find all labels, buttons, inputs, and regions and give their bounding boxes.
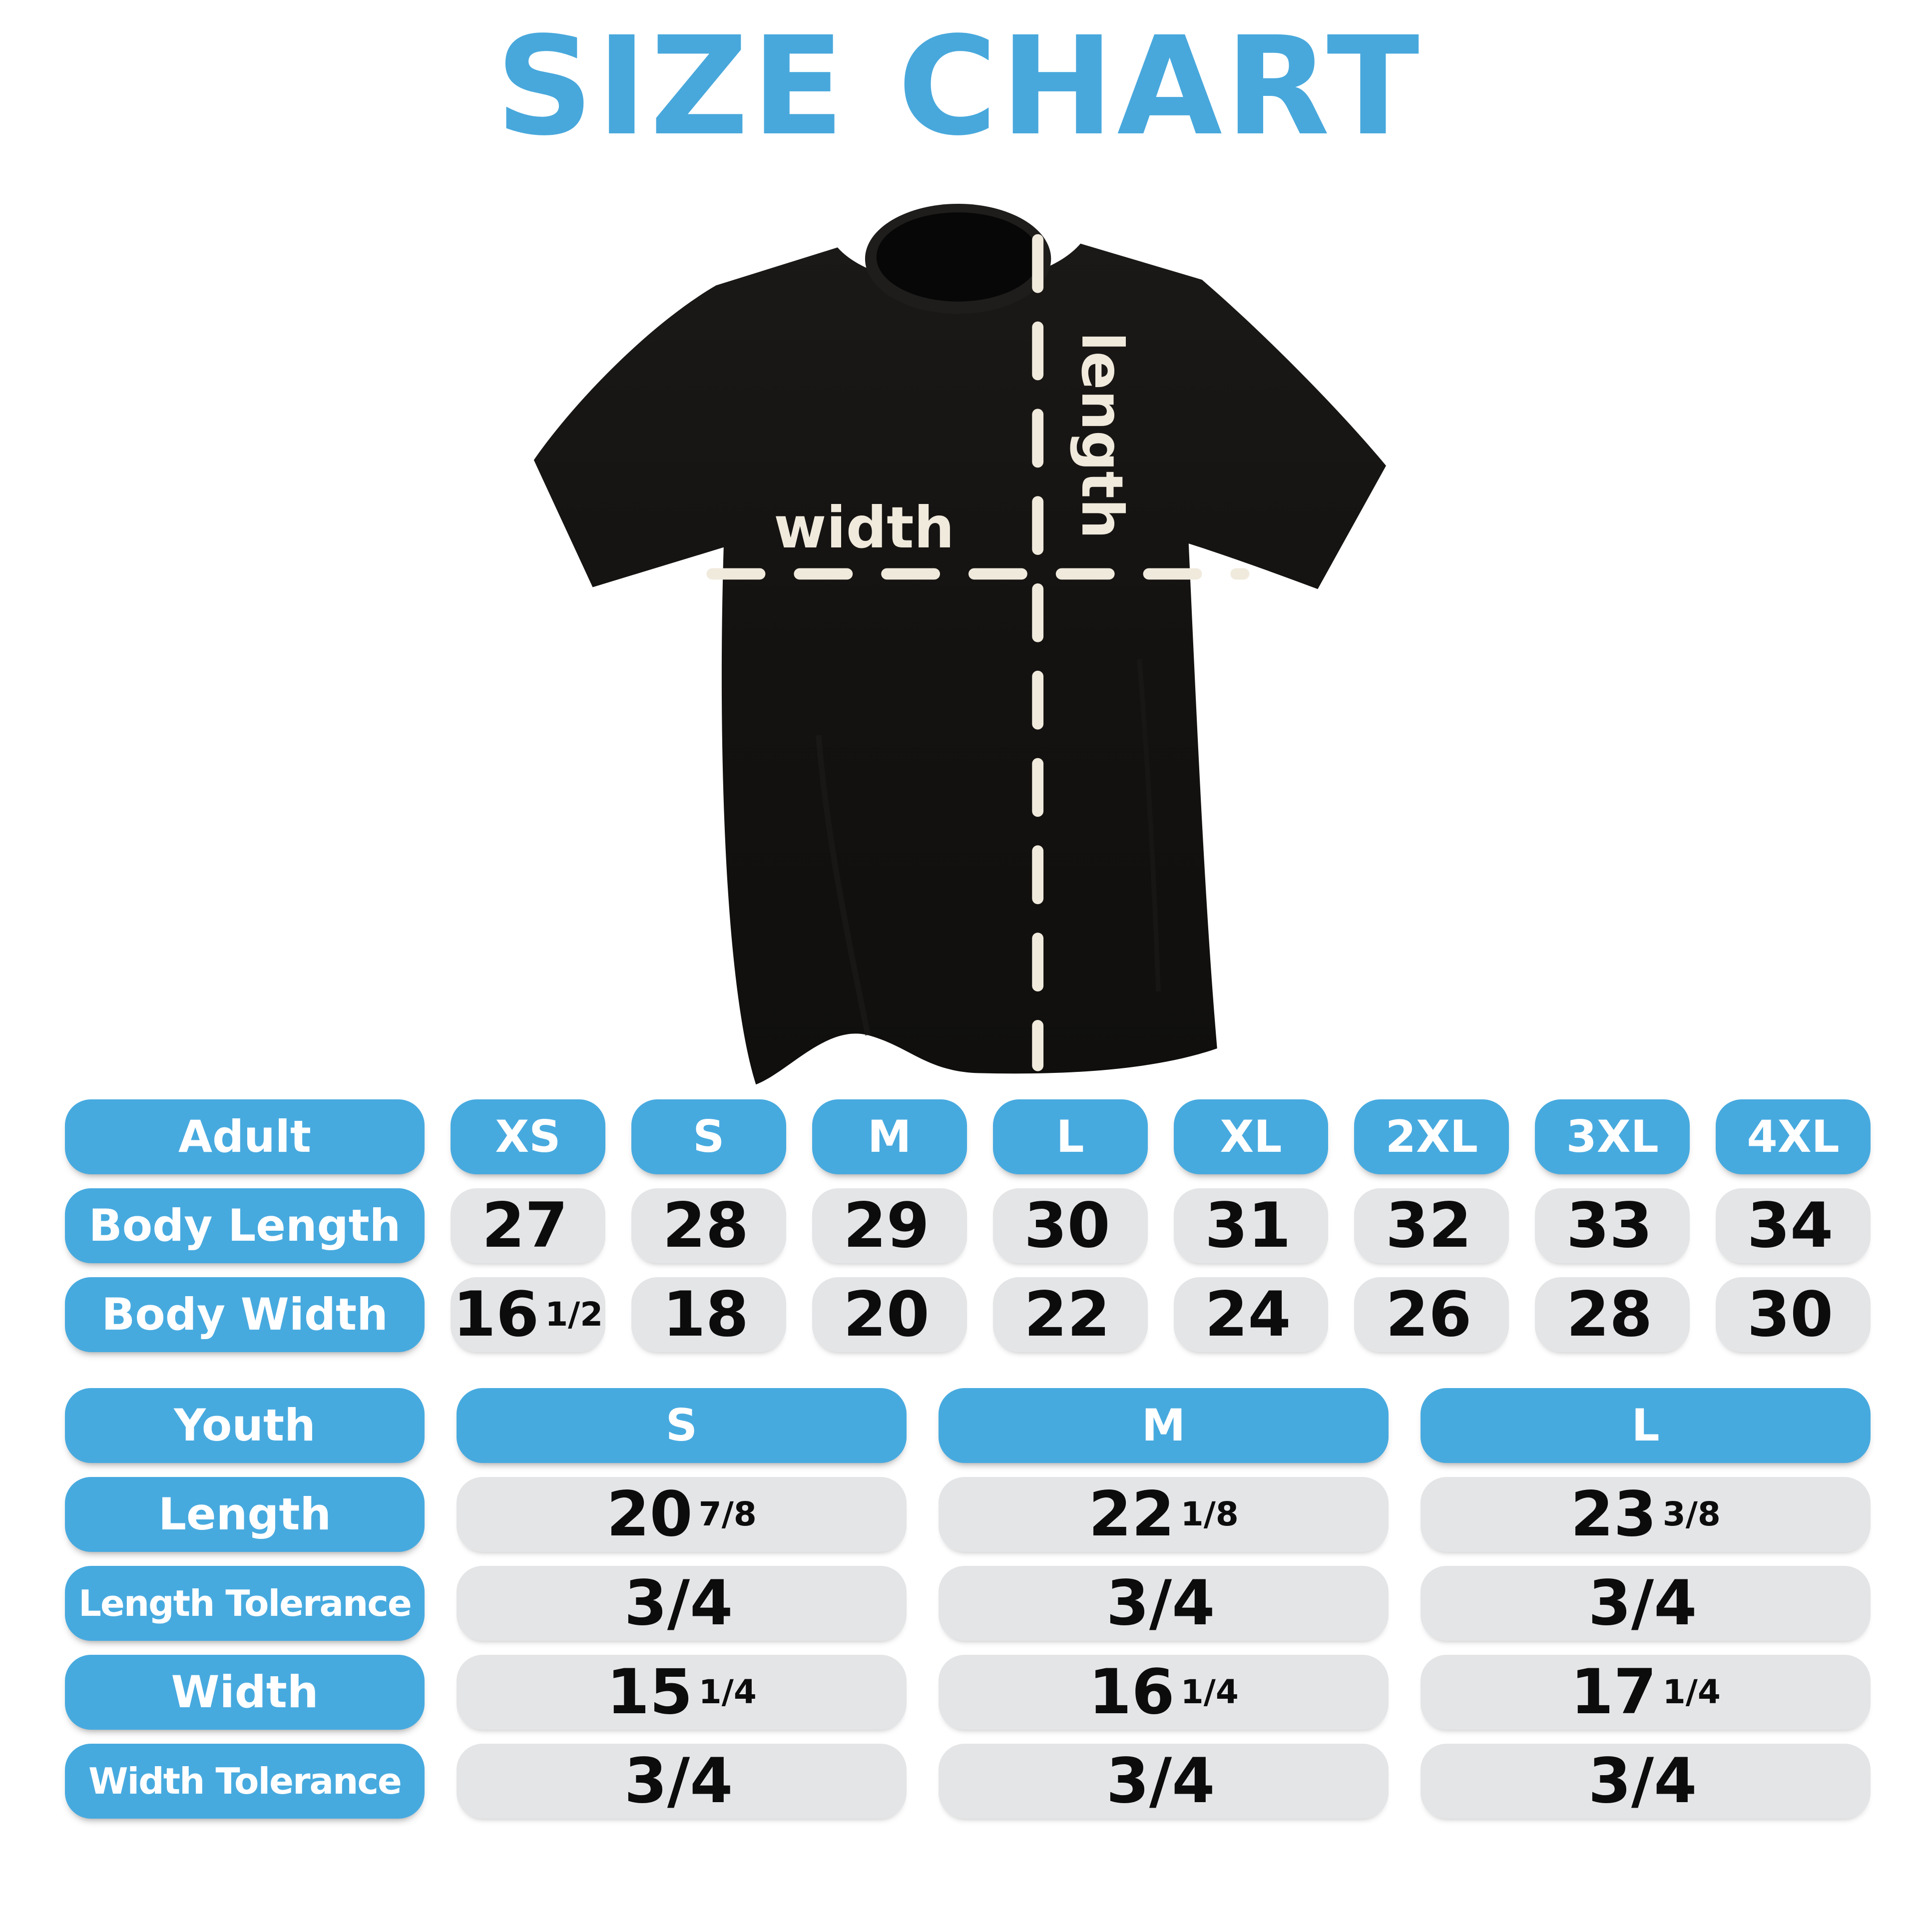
- row-label-width: Width: [65, 1654, 425, 1730]
- youth-size-table: Youth S M L Length 20 7/8 22 1/8 23 3/8 Len…: [65, 1388, 1871, 1819]
- value-cell: 32: [1354, 1188, 1509, 1263]
- youth-size-header-l: L: [1421, 1388, 1871, 1463]
- value-cell: 22 1/8: [939, 1476, 1389, 1552]
- size-header-s: S: [631, 1099, 786, 1174]
- size-header-3xl: 3XL: [1535, 1099, 1690, 1174]
- size-header-m: M: [812, 1099, 967, 1174]
- tshirt-diagram: width length: [484, 166, 1434, 1086]
- value-cell: 22: [992, 1277, 1148, 1352]
- row-label-width-tolerance: Width Tolerance: [65, 1743, 425, 1819]
- value-cell: 24: [1173, 1277, 1329, 1352]
- value-cell: 15 1/4: [457, 1654, 907, 1730]
- youth-size-header-m: M: [939, 1388, 1389, 1463]
- value-cell: 3/4: [939, 1743, 1389, 1819]
- value-cell: 31: [1173, 1188, 1329, 1263]
- size-chart-page: SIZE CHART width length: [0, 8, 1918, 1932]
- value-cell: 23 3/8: [1421, 1476, 1871, 1552]
- size-header-xl: XL: [1173, 1099, 1329, 1174]
- tshirt-measurement-svg: width length: [533, 203, 1386, 1084]
- value-cell: 16 1/2: [451, 1277, 605, 1352]
- size-header-4xl: 4XL: [1716, 1099, 1871, 1174]
- value-cell: 28: [1535, 1277, 1690, 1352]
- youth-section-header: Youth: [65, 1388, 425, 1463]
- value-cell: 18: [631, 1277, 786, 1352]
- size-header-2xl: 2XL: [1354, 1099, 1509, 1174]
- value-cell: 16 1/4: [939, 1654, 1389, 1730]
- value-cell: 29: [812, 1188, 967, 1263]
- value-cell: 3/4: [1421, 1565, 1871, 1641]
- row-label-length-tolerance: Length Tolerance: [65, 1565, 425, 1641]
- page-title: SIZE CHART: [495, 8, 1423, 166]
- adult-size-table: Adult XS S M L XL 2XL 3XL 4XL Body Lengt…: [65, 1099, 1871, 1352]
- size-header-l: L: [992, 1099, 1148, 1174]
- youth-size-header-s: S: [457, 1388, 907, 1463]
- value-cell: 17 1/4: [1421, 1654, 1871, 1730]
- row-label-length: Length: [65, 1476, 425, 1552]
- value-cell: 20: [812, 1277, 967, 1352]
- value-cell: 3/4: [457, 1743, 907, 1819]
- value-cell: 27: [451, 1188, 605, 1263]
- size-header-xs: XS: [451, 1099, 605, 1174]
- value-cell: 3/4: [1421, 1743, 1871, 1819]
- value-cell: 26: [1354, 1277, 1509, 1352]
- value-cell: 34: [1716, 1188, 1871, 1263]
- size-tables: Adult XS S M L XL 2XL 3XL 4XL Body Lengt…: [0, 1099, 1918, 1819]
- value-cell: 3/4: [457, 1565, 907, 1641]
- tshirt-body-shape: [533, 243, 1386, 1084]
- value-cell: 20 7/8: [457, 1476, 907, 1552]
- value-cell: 33: [1535, 1188, 1690, 1263]
- value-cell: 28: [631, 1188, 786, 1263]
- value-cell: 30: [992, 1188, 1148, 1263]
- adult-section-header: Adult: [65, 1099, 425, 1174]
- row-label-body-length: Body Length: [65, 1188, 425, 1263]
- length-guide-label: length: [1069, 332, 1135, 539]
- value-cell: 30: [1716, 1277, 1871, 1352]
- width-guide-label: width: [774, 494, 955, 561]
- collar-opening: [876, 212, 1040, 302]
- row-label-body-width: Body Width: [65, 1277, 425, 1352]
- value-cell: 3/4: [939, 1565, 1389, 1641]
